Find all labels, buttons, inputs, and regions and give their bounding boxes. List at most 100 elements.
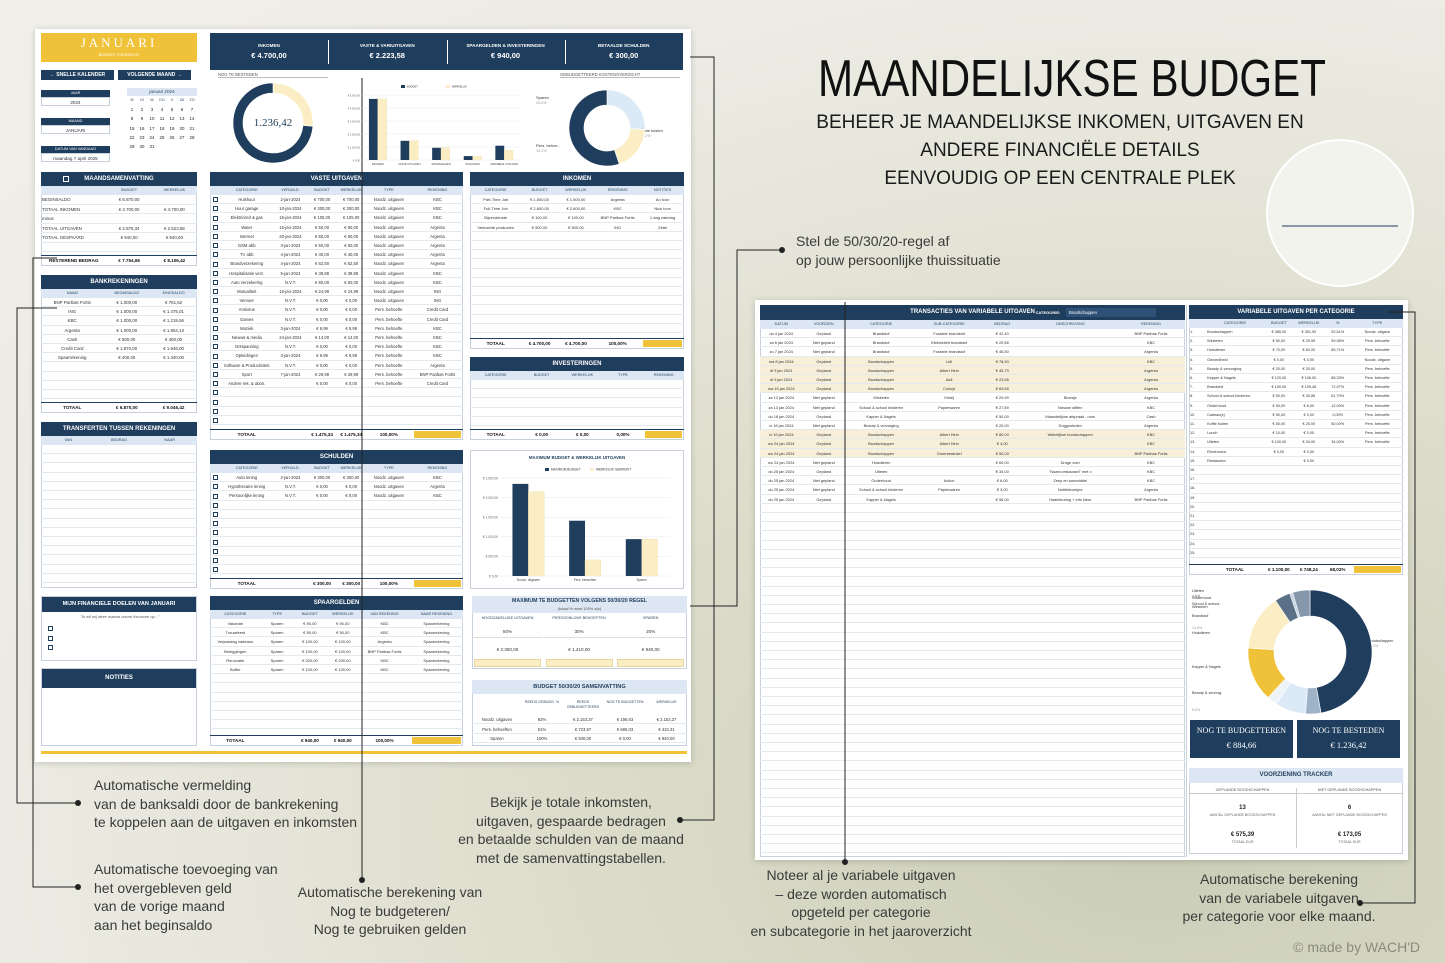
table-cell: 4-jan-2024: [280, 261, 301, 267]
table-cell: "Naam-restaurant" met x: [1048, 469, 1092, 474]
table-cell: Software & Productiviteit: [223, 362, 270, 368]
subtitle-line: ANDERE FINANCIËLE DETAILS: [920, 140, 1200, 161]
table-cell: Elektriciteit & gas: [230, 215, 263, 221]
table-cell: € 38,88: [344, 270, 359, 276]
table-cell: do 25 jan 2024: [768, 487, 795, 493]
table-row: [1189, 402, 1403, 411]
tracker-column: NIET GEPLANDE BOODSCHAPPEN: [1296, 786, 1403, 794]
table-cell: do 25 jan 2024: [768, 478, 795, 484]
table-row: [760, 752, 1185, 762]
table-cell: Notitieboekjes: [1058, 487, 1083, 493]
kpi-divider: [446, 40, 448, 64]
donut-label: Kapper & Nagels: [1192, 665, 1221, 669]
table-row: [210, 482, 463, 492]
annotation: Bekijk je totale inkomsten,: [490, 794, 652, 810]
table-cell: 8.: [1190, 394, 1194, 399]
table-cell: € 0,00: [316, 484, 328, 490]
table-cell: € 196,63: [604, 715, 646, 724]
table-cell: € 940,00: [562, 734, 604, 743]
checkbox: [213, 502, 218, 508]
table-cell: 3-jan-2024: [280, 243, 301, 248]
kpi-divider: [328, 40, 330, 64]
table-row: [41, 307, 197, 317]
table-cell: 20-jan-2024: [279, 233, 302, 239]
table-cell: € 0,00: [345, 298, 358, 304]
annotation: per categorie voor elke maand.: [1182, 908, 1376, 925]
table-cell: Auto verzekering: [231, 279, 263, 285]
table-cell: € 700,00: [313, 197, 331, 202]
table-row: [760, 706, 1185, 716]
table-cell: Pers. behoefte: [1364, 376, 1390, 380]
calendar-date: 2: [140, 107, 144, 112]
table-cell: € 50,00: [315, 279, 330, 285]
footer-cell: € 1.100,00: [1268, 567, 1290, 572]
table-row: [470, 232, 684, 241]
calendar-date: 19: [169, 125, 175, 131]
table-row: [760, 633, 1185, 642]
checkbox: [213, 298, 218, 304]
table-row: [760, 605, 1185, 615]
table-cell: 5.: [1190, 366, 1194, 371]
table-row: [210, 361, 463, 370]
table-cell: TOTAAL INKOMEN: [42, 206, 81, 212]
annotation: op jouw persoonlijke thuissituatie: [796, 251, 1001, 268]
column-header: NAAM: [66, 291, 78, 295]
table-cell: 2-jan-2024: [280, 197, 301, 202]
column-header: VERVALD.: [281, 466, 300, 470]
tracker-count-label: AANTAL NIET GEPLANDE BOODSCHAPPEN: [1312, 813, 1387, 817]
table-row: [210, 305, 463, 315]
table-cell: € 0,00: [316, 298, 328, 304]
rule-summary-title: BUDGET 50/30/20 SAMENVATTING: [472, 680, 687, 694]
table-cell: Huisdieren: [871, 459, 891, 465]
annotation: Automatische toevoeging van: [94, 861, 278, 877]
table-row: [41, 390, 197, 400]
table-cell: 34,00%: [1331, 440, 1345, 445]
table-cell: Pers. behoefte: [375, 307, 403, 313]
table-cell: 4-jan-2024: [280, 252, 301, 258]
table-cell: Gepland: [816, 367, 832, 373]
table-cell: € 1.000,00: [116, 309, 138, 315]
table-cell: € 0,00: [345, 493, 358, 499]
table-cell: € 0,00: [345, 316, 358, 322]
table-row: [760, 550, 1185, 559]
table-cell: Gepland: [816, 450, 832, 456]
table-cell: € 29,99: [995, 395, 1009, 401]
column-header: CATEGORIE: [224, 612, 247, 616]
table-row: [210, 287, 463, 297]
table-row: [1189, 383, 1403, 393]
field-label: MAAND: [41, 118, 110, 125]
table-cell: Boodschappen: [1207, 330, 1233, 334]
table-row: [210, 259, 463, 269]
table-row: [41, 214, 197, 224]
table-row: [760, 780, 1185, 789]
column-header: REEDS GEBUDG. %: [524, 700, 560, 704]
table-row: [760, 541, 1185, 550]
table-row: [210, 269, 463, 278]
table-cell: Fossiele brandstof: [933, 349, 966, 355]
table-header: [41, 186, 197, 195]
table-cell: 10.: [1190, 412, 1196, 417]
table-cell: Opleidingen: [235, 353, 258, 359]
tracker-amount: € 173,05: [1337, 832, 1362, 838]
table-cell: Pers. behoefte: [375, 316, 403, 322]
table-row: [1189, 494, 1403, 503]
table-row: [760, 495, 1185, 504]
donut-value: 4,0%: [1192, 595, 1201, 599]
table-row: [760, 412, 1185, 421]
donut-label: Vaste kosten: [640, 128, 663, 133]
table-cell: Pers. behoefte: [375, 362, 403, 368]
table-cell: € 27,89: [995, 404, 1009, 410]
table-cell: Huur garage: [235, 206, 259, 212]
table-row: [41, 353, 197, 363]
checkbox: [213, 475, 218, 481]
table-row: [760, 522, 1185, 532]
table-cell: Gepland: [816, 413, 832, 419]
checkbox: [213, 353, 218, 359]
table-cell: 1.: [1190, 330, 1194, 334]
table-cell: wo 24 jan 2024: [768, 459, 795, 465]
table-cell: € 9,99: [316, 325, 328, 331]
table-cell: € 4.700,00: [118, 206, 140, 212]
table-cell: Papierwaren: [938, 487, 961, 493]
table-cell: 18.: [1190, 486, 1196, 491]
table-header: [470, 186, 684, 195]
